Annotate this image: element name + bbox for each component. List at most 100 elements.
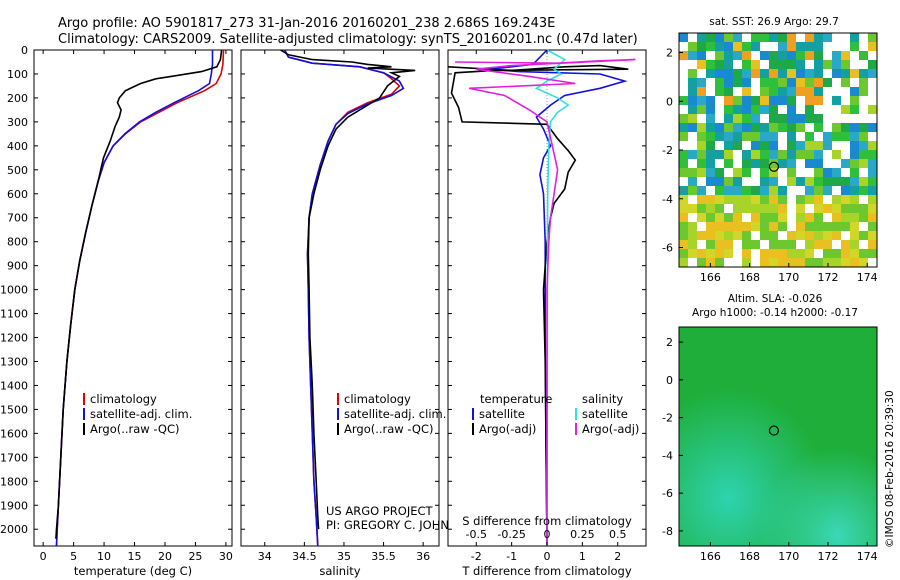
sst-cell <box>814 60 823 69</box>
sst-cell <box>751 222 760 231</box>
sst-cell <box>796 195 805 204</box>
salinity-panel: climatology satellite-adj. clim. Argo(..… <box>240 49 474 578</box>
sst-cell <box>697 186 706 195</box>
sst-cell <box>724 60 733 69</box>
sst-cell <box>724 150 733 159</box>
sst-cell <box>778 78 787 87</box>
sst-cell <box>868 123 877 132</box>
sst-cell <box>841 204 850 213</box>
sst-cell <box>868 42 877 51</box>
sst-cell <box>778 114 787 123</box>
sst-cell <box>715 204 724 213</box>
sst-cell <box>832 213 841 222</box>
sst-cell <box>715 78 724 87</box>
sst-cell <box>805 33 814 42</box>
x-tick-label: 35.5 <box>371 550 396 563</box>
map-y-tick-label: -2 <box>662 412 673 425</box>
sst-cell <box>706 177 715 186</box>
sst-cell <box>841 60 850 69</box>
sst-cell <box>751 69 760 78</box>
depth-tick-label: 400 <box>7 140 28 153</box>
sst-cell <box>760 96 769 105</box>
sst-cell <box>859 231 868 240</box>
sst-cell <box>787 78 796 87</box>
sst-cell <box>832 69 841 78</box>
legend-climatology: climatology <box>90 392 157 406</box>
sst-cell <box>805 177 814 186</box>
sst-cell <box>688 204 697 213</box>
sst-cell <box>814 150 823 159</box>
sst-cell <box>850 42 859 51</box>
sst-cell <box>715 177 724 186</box>
sst-cell <box>787 51 796 60</box>
sst-cell <box>724 159 733 168</box>
sst-cell <box>805 195 814 204</box>
sst-cell <box>742 159 751 168</box>
sst-cell <box>796 114 805 123</box>
sst-cell <box>706 123 715 132</box>
sst-cell <box>715 51 724 60</box>
sst-cell <box>769 222 778 231</box>
sst-cell <box>841 222 850 231</box>
sst-cell <box>751 150 760 159</box>
sst-cell <box>832 204 841 213</box>
sst-cell <box>715 186 724 195</box>
sst-cell <box>850 231 859 240</box>
sst-cell <box>868 150 877 159</box>
sst-cell <box>688 177 697 186</box>
legend-satellite-adj: satellite-adj. clim. <box>90 407 192 421</box>
argo-position-marker <box>768 161 780 172</box>
sst-cell <box>850 168 859 177</box>
sst-cell <box>868 141 877 150</box>
sst-cell <box>769 78 778 87</box>
sst-cell <box>868 60 877 69</box>
sst-cell <box>796 42 805 51</box>
sst-cell <box>760 132 769 141</box>
x-tick-label: 0 <box>544 550 551 563</box>
sst-cell <box>787 42 796 51</box>
sst-cell <box>769 141 778 150</box>
sst-cell <box>859 258 868 267</box>
sst-cell <box>769 150 778 159</box>
sst-cell <box>814 87 823 96</box>
sst-cell <box>751 186 760 195</box>
temperature-frame <box>33 49 233 547</box>
sst-cell <box>724 195 733 204</box>
sst-cell <box>841 105 850 114</box>
sst-cell <box>679 222 688 231</box>
sst-cell <box>814 204 823 213</box>
sst-cell <box>733 195 742 204</box>
sst-cell <box>796 150 805 159</box>
sst-cell <box>787 231 796 240</box>
sst-cell <box>688 42 697 51</box>
legend-s-argo: Argo(-adj) <box>582 422 639 436</box>
x-tick-label: 5 <box>70 550 77 563</box>
sst-cell <box>832 195 841 204</box>
sst-cell <box>805 132 814 141</box>
sst-cell <box>724 69 733 78</box>
depth-tick-label: 1500 <box>0 403 28 416</box>
series-line-satellite-adj-clim- <box>283 49 405 547</box>
sst-cell <box>841 258 850 267</box>
sst-cell <box>823 60 832 69</box>
sla-map-field-high-2 <box>679 327 877 546</box>
sst-cell <box>805 249 814 258</box>
sst-cell <box>733 96 742 105</box>
sst-cell <box>769 60 778 69</box>
sst-cell <box>733 132 742 141</box>
header-line2: Climatology: CARS2009. Satellite-adjuste… <box>58 32 638 47</box>
sst-map-cells <box>679 33 877 267</box>
sst-cell <box>796 78 805 87</box>
x-tick-label: 34 <box>258 550 272 563</box>
x-tick-label: 36 <box>416 550 430 563</box>
sst-cell <box>814 69 823 78</box>
sst-cell <box>778 42 787 51</box>
sst-cell <box>850 240 859 249</box>
x-tick-label: 30 <box>219 550 233 563</box>
sst-cell <box>760 159 769 168</box>
sst-cell <box>697 33 706 42</box>
sst-cell <box>787 249 796 258</box>
sst-cell <box>715 132 724 141</box>
sst-cell <box>778 249 787 258</box>
sst-cell <box>841 249 850 258</box>
